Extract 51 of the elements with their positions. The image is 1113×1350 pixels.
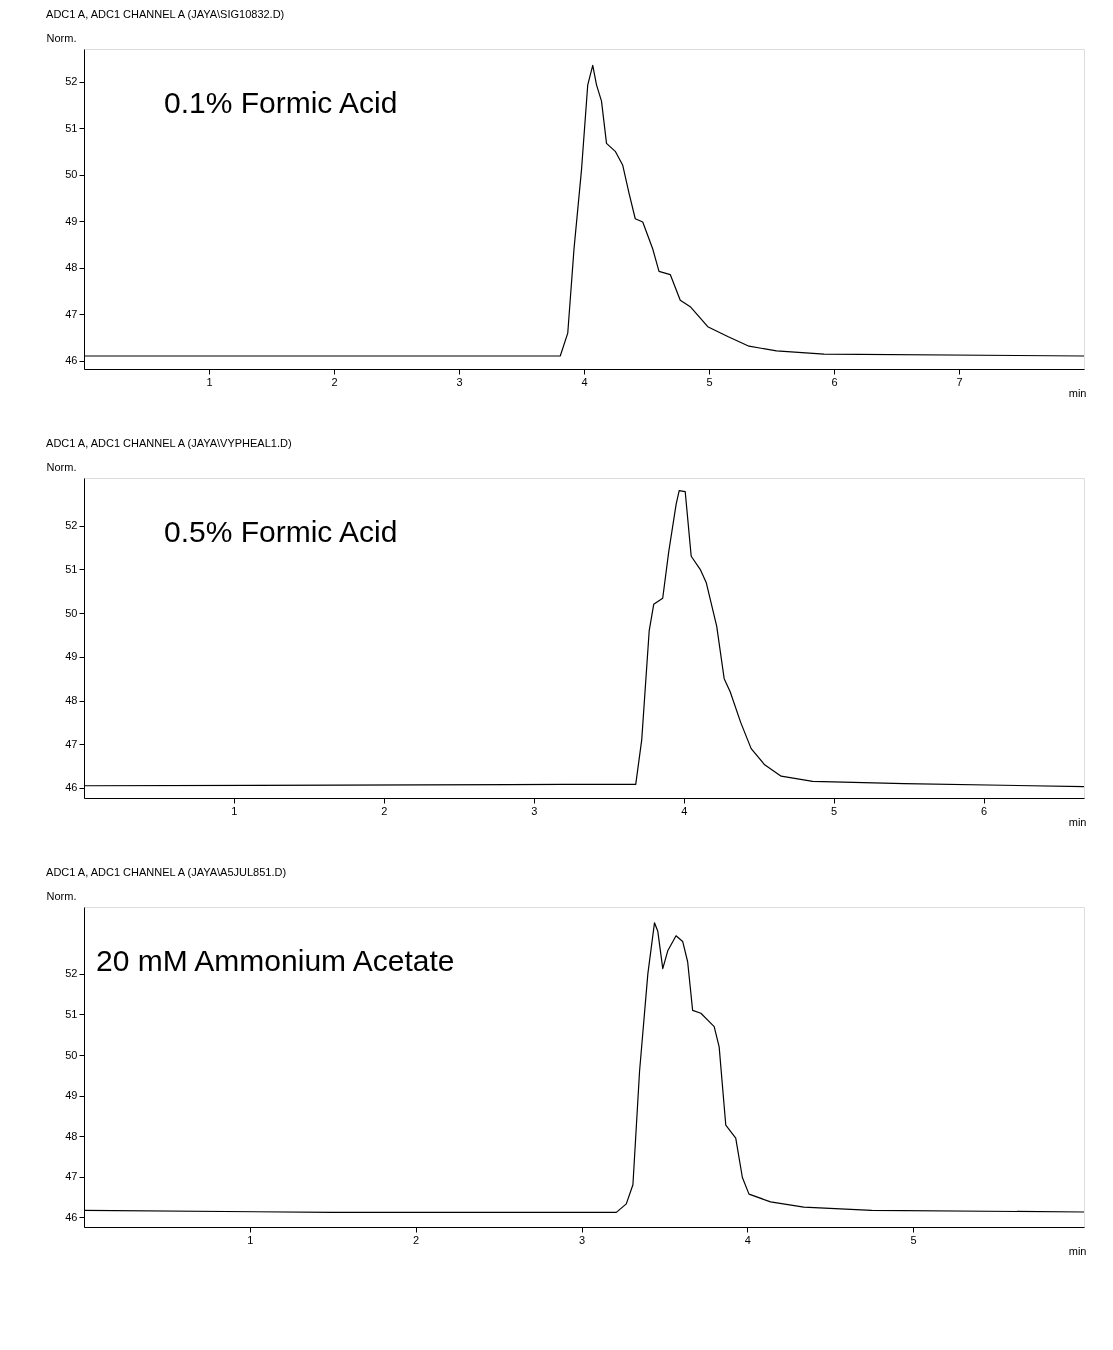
y-axis-title: Norm. <box>46 31 77 44</box>
y-tick-label: 46 <box>65 1210 78 1223</box>
chart-title: ADC1 A, ADC1 CHANNEL A (JAYA\A5JUL851.D) <box>46 866 287 878</box>
annotation: 0.5% Formic Acid <box>164 515 398 548</box>
y-axis-title: Norm. <box>46 889 77 902</box>
x-tick-label: 5 <box>706 375 713 388</box>
y-tick-label: 47 <box>65 1170 78 1183</box>
x-tick-label: 5 <box>910 1233 917 1246</box>
y-tick-label: 47 <box>65 307 78 320</box>
x-tick-label: 2 <box>331 375 338 388</box>
x-tick-label: 2 <box>413 1233 420 1246</box>
x-axis-title: min <box>1068 1244 1087 1257</box>
y-tick-label: 48 <box>65 261 78 274</box>
x-axis-title: min <box>1068 386 1087 399</box>
y-tick-label: 48 <box>65 1129 78 1142</box>
x-tick-label: 7 <box>956 375 963 388</box>
x-tick-label: 6 <box>980 804 988 817</box>
y-tick-label: 51 <box>65 121 78 134</box>
x-tick-label: 5 <box>831 804 838 817</box>
y-tick-label: 52 <box>65 75 78 88</box>
y-tick-label: 49 <box>65 214 78 227</box>
y-tick-label: 52 <box>65 519 78 532</box>
y-tick-label: 47 <box>65 737 78 750</box>
y-tick-label: 49 <box>65 650 78 663</box>
y-tick-label: 48 <box>65 694 78 707</box>
chart-title: ADC1 A, ADC1 CHANNEL A (JAYA\VYPHEAL1.D) <box>46 437 292 449</box>
y-tick-label: 52 <box>65 967 78 980</box>
y-tick-label: 50 <box>65 1048 78 1061</box>
y-tick-label: 49 <box>65 1089 78 1102</box>
y-tick-label: 50 <box>65 168 78 181</box>
y-tick-label: 51 <box>65 1007 78 1020</box>
x-tick-label: 1 <box>206 375 213 388</box>
y-tick-label: 51 <box>65 562 78 575</box>
x-axis-title: min <box>1068 815 1087 828</box>
x-tick-label: 4 <box>744 1233 751 1246</box>
x-tick-label: 3 <box>456 375 463 388</box>
y-tick-label: 46 <box>65 354 78 367</box>
x-tick-label: 4 <box>681 804 688 817</box>
x-tick-label: 1 <box>231 804 238 817</box>
y-tick-label: 50 <box>65 606 78 619</box>
x-tick-label: 2 <box>381 804 388 817</box>
x-tick-label: 6 <box>831 375 838 388</box>
annotation: 0.1% Formic Acid <box>164 86 398 119</box>
annotation: 20 mM Ammonium Acetate <box>96 944 455 977</box>
x-tick-label: 3 <box>578 1233 586 1246</box>
x-tick-label: 1 <box>247 1233 254 1246</box>
chart-title: ADC1 A, ADC1 CHANNEL A (JAYA\SIG10832.D) <box>46 8 285 20</box>
y-axis-title: Norm. <box>46 460 77 473</box>
x-tick-label: 4 <box>581 375 588 388</box>
x-tick-label: 3 <box>531 804 538 817</box>
y-tick-label: 46 <box>65 781 78 794</box>
